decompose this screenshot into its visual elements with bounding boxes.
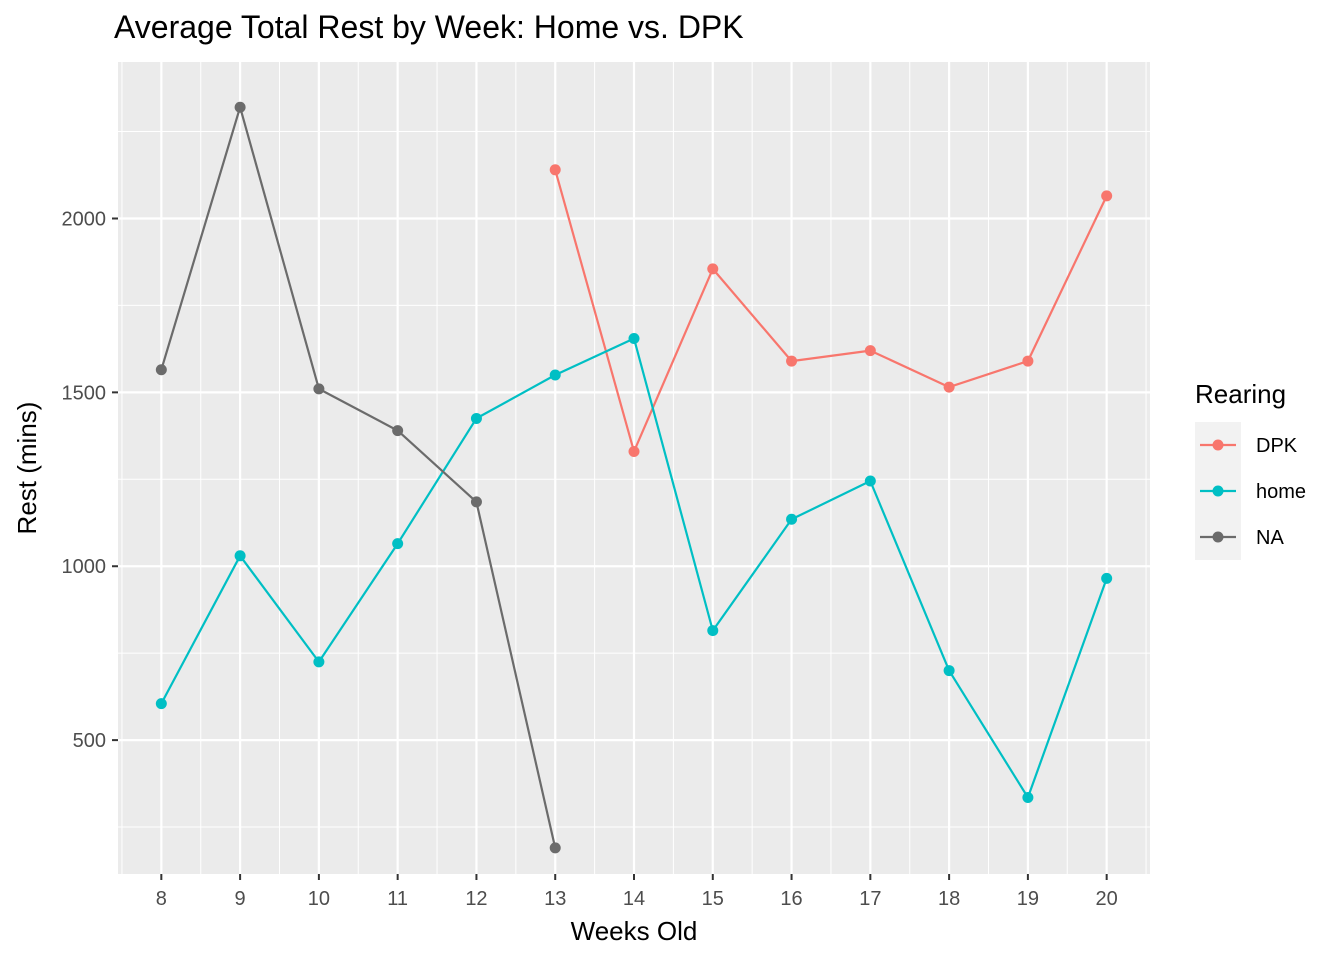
data-point-home xyxy=(155,698,167,710)
y-axis: 500 1000 1500 2000 xyxy=(62,208,118,752)
data-point-home xyxy=(707,625,719,637)
series-dpk xyxy=(549,164,1113,457)
legend-key-point xyxy=(1212,485,1224,497)
x-tick-label: 17 xyxy=(859,888,881,910)
legend-title: Rearing xyxy=(1195,379,1286,409)
legend-item-dpk: DPK xyxy=(1195,422,1298,468)
y-tick-label: 2000 xyxy=(62,208,107,230)
data-point-dpk xyxy=(864,345,876,357)
data-point-home xyxy=(313,656,325,668)
legend-item-na: NA xyxy=(1195,514,1284,560)
y-tick-label: 1500 xyxy=(62,382,107,404)
data-point-dpk xyxy=(549,164,561,176)
x-tick-label: 16 xyxy=(780,888,802,910)
series-line-dpk xyxy=(554,169,1108,453)
data-point-home xyxy=(1022,791,1034,803)
x-tick-label: 8 xyxy=(156,888,167,910)
data-point-home xyxy=(234,550,246,562)
legend-label: NA xyxy=(1256,527,1284,549)
x-tick-label: 14 xyxy=(623,888,645,910)
x-axis-title: Weeks Old xyxy=(571,916,698,946)
data-point-home xyxy=(943,665,955,677)
data-point-home xyxy=(628,332,640,344)
data-point-home xyxy=(549,369,561,381)
data-point-dpk xyxy=(943,381,955,393)
legend-item-home: home xyxy=(1195,468,1306,514)
data-point-dpk xyxy=(1022,355,1034,367)
legend-key-point xyxy=(1212,531,1224,543)
legend: Rearing DPK home NA xyxy=(1195,379,1306,560)
data-point-na xyxy=(392,425,404,437)
x-tick-label: 19 xyxy=(1017,888,1039,910)
data-point-dpk xyxy=(628,445,640,457)
data-point-home xyxy=(392,538,404,550)
data-point-na xyxy=(549,842,561,854)
x-tick-label: 11 xyxy=(387,888,408,910)
chart-title: Average Total Rest by Week: Home vs. DPK xyxy=(114,9,744,45)
x-axis: 8 9 10 11 12 13 14 15 16 17 18 19 20 xyxy=(156,874,1118,910)
x-tick-label: 18 xyxy=(938,888,960,910)
data-point-home xyxy=(470,412,482,424)
x-tick-label: 20 xyxy=(1096,888,1118,910)
legend-label: DPK xyxy=(1256,435,1298,457)
gridlines xyxy=(118,62,1150,874)
y-axis-title: Rest (mins) xyxy=(12,402,42,535)
data-point-na xyxy=(155,364,167,376)
data-point-home xyxy=(1101,572,1113,584)
legend-label: home xyxy=(1256,481,1306,503)
series-home xyxy=(155,332,1113,803)
data-point-na xyxy=(313,383,325,395)
y-tick-label: 500 xyxy=(73,730,106,752)
data-point-home xyxy=(786,513,798,525)
series-line-na xyxy=(160,106,557,849)
data-point-na xyxy=(470,496,482,508)
data-point-home xyxy=(864,475,876,487)
series-layer xyxy=(155,101,1113,854)
data-point-dpk xyxy=(1101,190,1113,202)
series-na xyxy=(155,101,561,854)
x-tick-label: 15 xyxy=(702,888,724,910)
data-point-na xyxy=(234,101,246,113)
x-tick-label: 9 xyxy=(235,888,246,910)
data-point-dpk xyxy=(786,355,798,367)
x-tick-label: 13 xyxy=(544,888,566,910)
x-tick-label: 10 xyxy=(308,888,330,910)
y-tick-label: 1000 xyxy=(62,556,107,578)
x-tick-label: 12 xyxy=(465,888,487,910)
data-point-dpk xyxy=(707,263,719,275)
legend-key-point xyxy=(1212,439,1224,451)
